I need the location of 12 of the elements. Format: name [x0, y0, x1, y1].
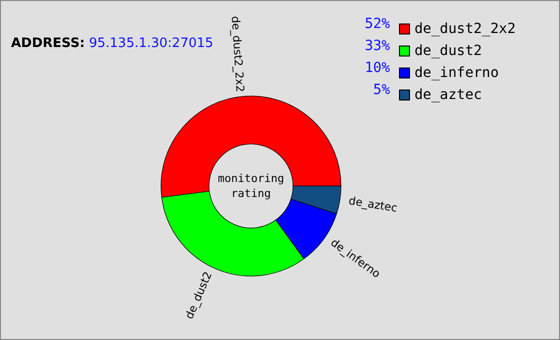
legend-label: de_dust2 [414, 43, 482, 59]
text: monitoring rating [218, 172, 284, 200]
legend-label: de_aztec [414, 87, 482, 103]
data-label: 52% [364, 16, 391, 32]
legend-label: de_dust2_2x2 [414, 21, 516, 37]
slice-label: de_aztec [348, 194, 398, 215]
data-label: 33% [364, 38, 391, 54]
slice-label: de_dust2_2x2 [228, 16, 247, 93]
text: ADDRESS: 95.135.1.30:27015 [11, 36, 214, 51]
data-label: 5% [373, 82, 391, 98]
data-label: 10% [364, 60, 391, 76]
legend-label: de_inferno [414, 65, 499, 81]
